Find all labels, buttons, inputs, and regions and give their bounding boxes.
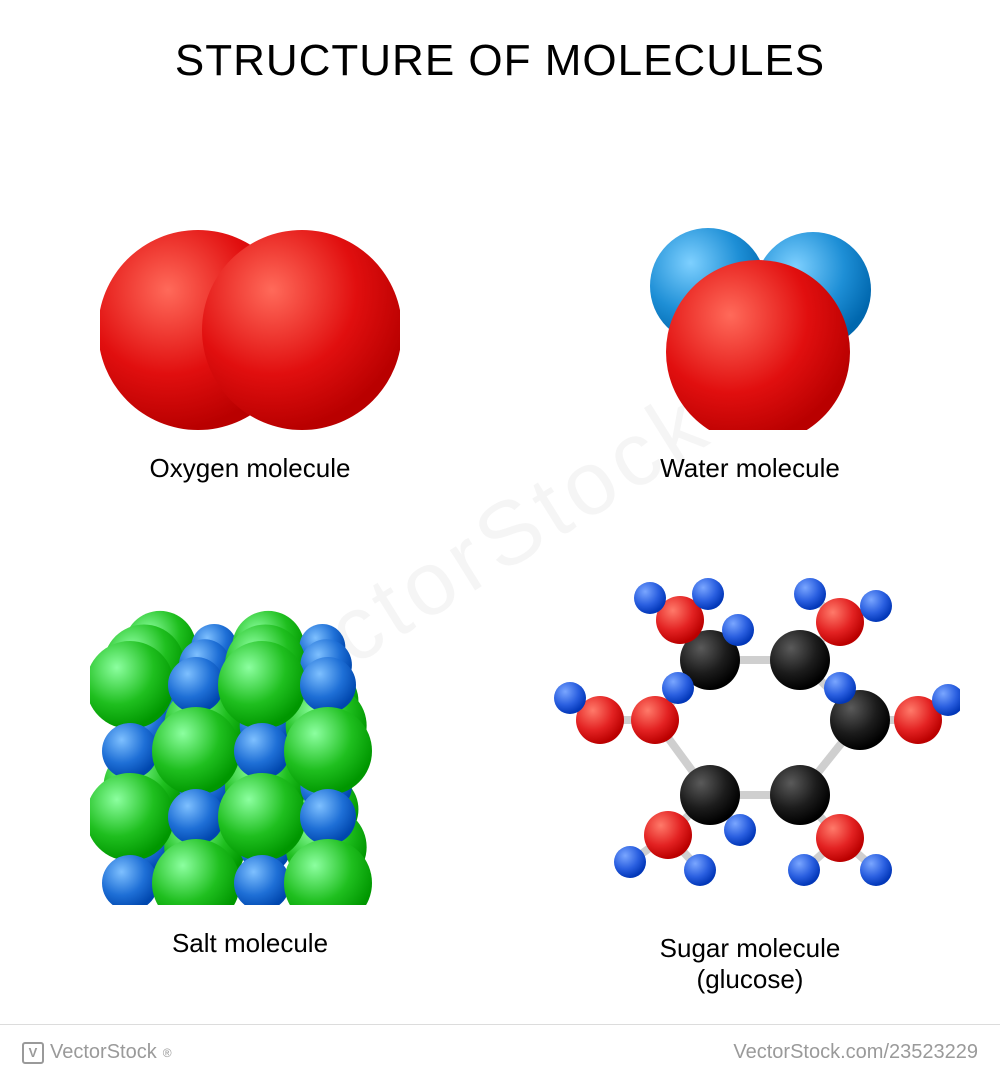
oxygen-model bbox=[100, 210, 400, 435]
watermark-id: VectorStock.com/23523229 bbox=[733, 1041, 978, 1064]
sugar-caption: Sugar molecule (glucose) bbox=[660, 933, 841, 995]
molecule-grid: Oxygen molecule Water molecule Salt mole… bbox=[0, 130, 1000, 1000]
salt-svg bbox=[90, 605, 410, 905]
watermark-band: V VectorStock ® VectorStock.com/23523229 bbox=[0, 1024, 1000, 1080]
watermark-brand-text: VectorStock bbox=[50, 1041, 157, 1064]
watermark-brand-suffix: ® bbox=[163, 1046, 172, 1060]
cell-oxygen: Oxygen molecule bbox=[0, 130, 500, 565]
sugar-caption-line1: Sugar molecule bbox=[660, 933, 841, 963]
sugar-caption-line2: (glucose) bbox=[697, 964, 804, 994]
vector-logo-icon: V bbox=[22, 1042, 44, 1064]
salt-model bbox=[90, 605, 410, 910]
oxygen-caption: Oxygen molecule bbox=[150, 453, 351, 484]
water-svg bbox=[620, 210, 880, 430]
water-caption: Water molecule bbox=[660, 453, 840, 484]
oxygen-svg bbox=[100, 210, 400, 430]
watermark-brand: V VectorStock ® bbox=[22, 1041, 172, 1064]
sugar-model bbox=[540, 570, 960, 915]
cell-sugar: Sugar molecule (glucose) bbox=[500, 565, 1000, 1000]
cell-water: Water molecule bbox=[500, 130, 1000, 565]
salt-caption: Salt molecule bbox=[172, 928, 328, 959]
water-model bbox=[620, 210, 880, 435]
cell-salt: Salt molecule bbox=[0, 565, 500, 1000]
sugar-svg bbox=[540, 570, 960, 910]
page-title: STRUCTURE OF MOLECULES bbox=[0, 0, 1000, 86]
